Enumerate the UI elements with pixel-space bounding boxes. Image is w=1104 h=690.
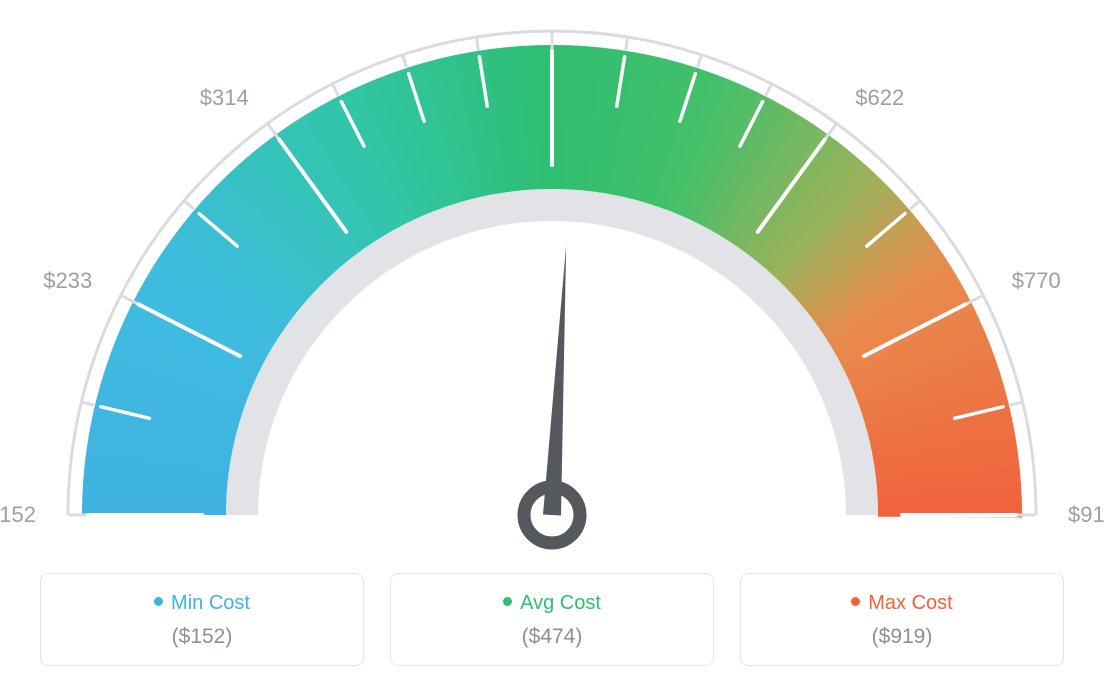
- legend-row: Min Cost ($152) Avg Cost ($474) Max Cost…: [40, 573, 1064, 666]
- gauge-tick-label: $233: [43, 268, 92, 294]
- gauge-needle: [543, 245, 566, 515]
- legend-card-avg: Avg Cost ($474): [390, 573, 714, 666]
- gauge-tick-label: $152: [0, 502, 36, 528]
- gauge-tick-label: $919: [1068, 502, 1104, 528]
- gauge-svg: [0, 0, 1104, 560]
- legend-value-max: ($919): [751, 625, 1053, 649]
- legend-title-min: Min Cost: [51, 592, 353, 615]
- gauge-tick-label: $314: [200, 85, 249, 111]
- legend-card-max: Max Cost ($919): [740, 573, 1064, 666]
- gauge: $152$233$314$474$622$770$919: [0, 0, 1104, 560]
- legend-title-avg: Avg Cost: [401, 592, 703, 615]
- legend-title-text: Max Cost: [868, 592, 952, 614]
- legend-title-text: Min Cost: [171, 592, 250, 614]
- legend-title-text: Avg Cost: [520, 592, 601, 614]
- legend-value-avg: ($474): [401, 625, 703, 649]
- dot-icon: [154, 597, 163, 606]
- cost-gauge-container: { "gauge": { "type": "gauge", "backgroun…: [0, 0, 1104, 690]
- legend-title-max: Max Cost: [751, 592, 1053, 615]
- gauge-tick-label: $622: [855, 85, 904, 111]
- legend-value-min: ($152): [51, 625, 353, 649]
- legend-card-min: Min Cost ($152): [40, 573, 364, 666]
- dot-icon: [851, 597, 860, 606]
- dot-icon: [503, 597, 512, 606]
- gauge-tick-label: $770: [1012, 268, 1061, 294]
